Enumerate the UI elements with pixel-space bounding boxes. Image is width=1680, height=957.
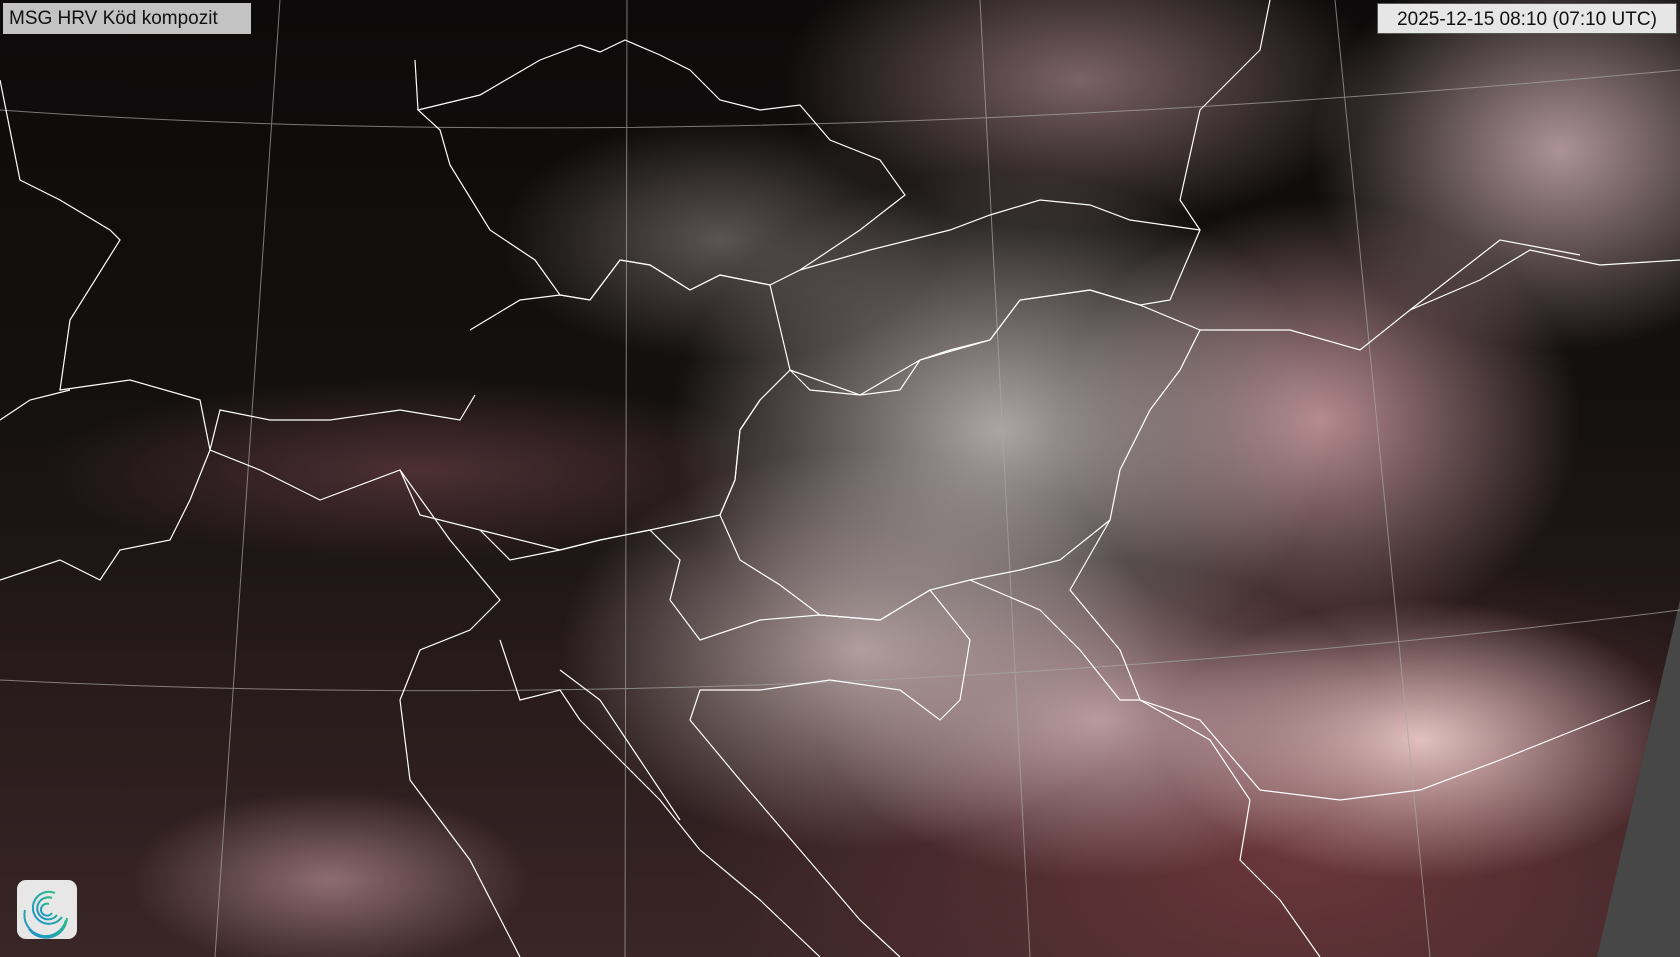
border-slovenia-croatia: [479, 529, 971, 957]
border-hungary: [719, 289, 1201, 621]
product-title: MSG HRV Köd kompozit: [3, 3, 251, 34]
longitude-line: [214, 0, 281, 957]
border-slovakia: [789, 199, 1201, 396]
longitude-line: [979, 0, 1031, 957]
latitude-line: [0, 609, 1680, 692]
coastline-adriatic: [499, 639, 821, 957]
border-poland-ukraine: [1179, 0, 1581, 311]
border-switzerland-italy: [0, 389, 521, 957]
border-austria: [209, 259, 791, 551]
timestamp-label: 2025-12-15 08:10 (07:10 UTC): [1377, 3, 1677, 34]
border-germany: [0, 59, 419, 451]
longitude-line: [624, 0, 628, 957]
border-czechia: [416, 39, 906, 301]
spiral-logo-icon[interactable]: [17, 880, 77, 939]
latitude-line: [0, 69, 1680, 129]
border-serbia: [969, 579, 1321, 957]
border-romania: [1069, 249, 1680, 801]
longitude-line: [1334, 0, 1431, 957]
